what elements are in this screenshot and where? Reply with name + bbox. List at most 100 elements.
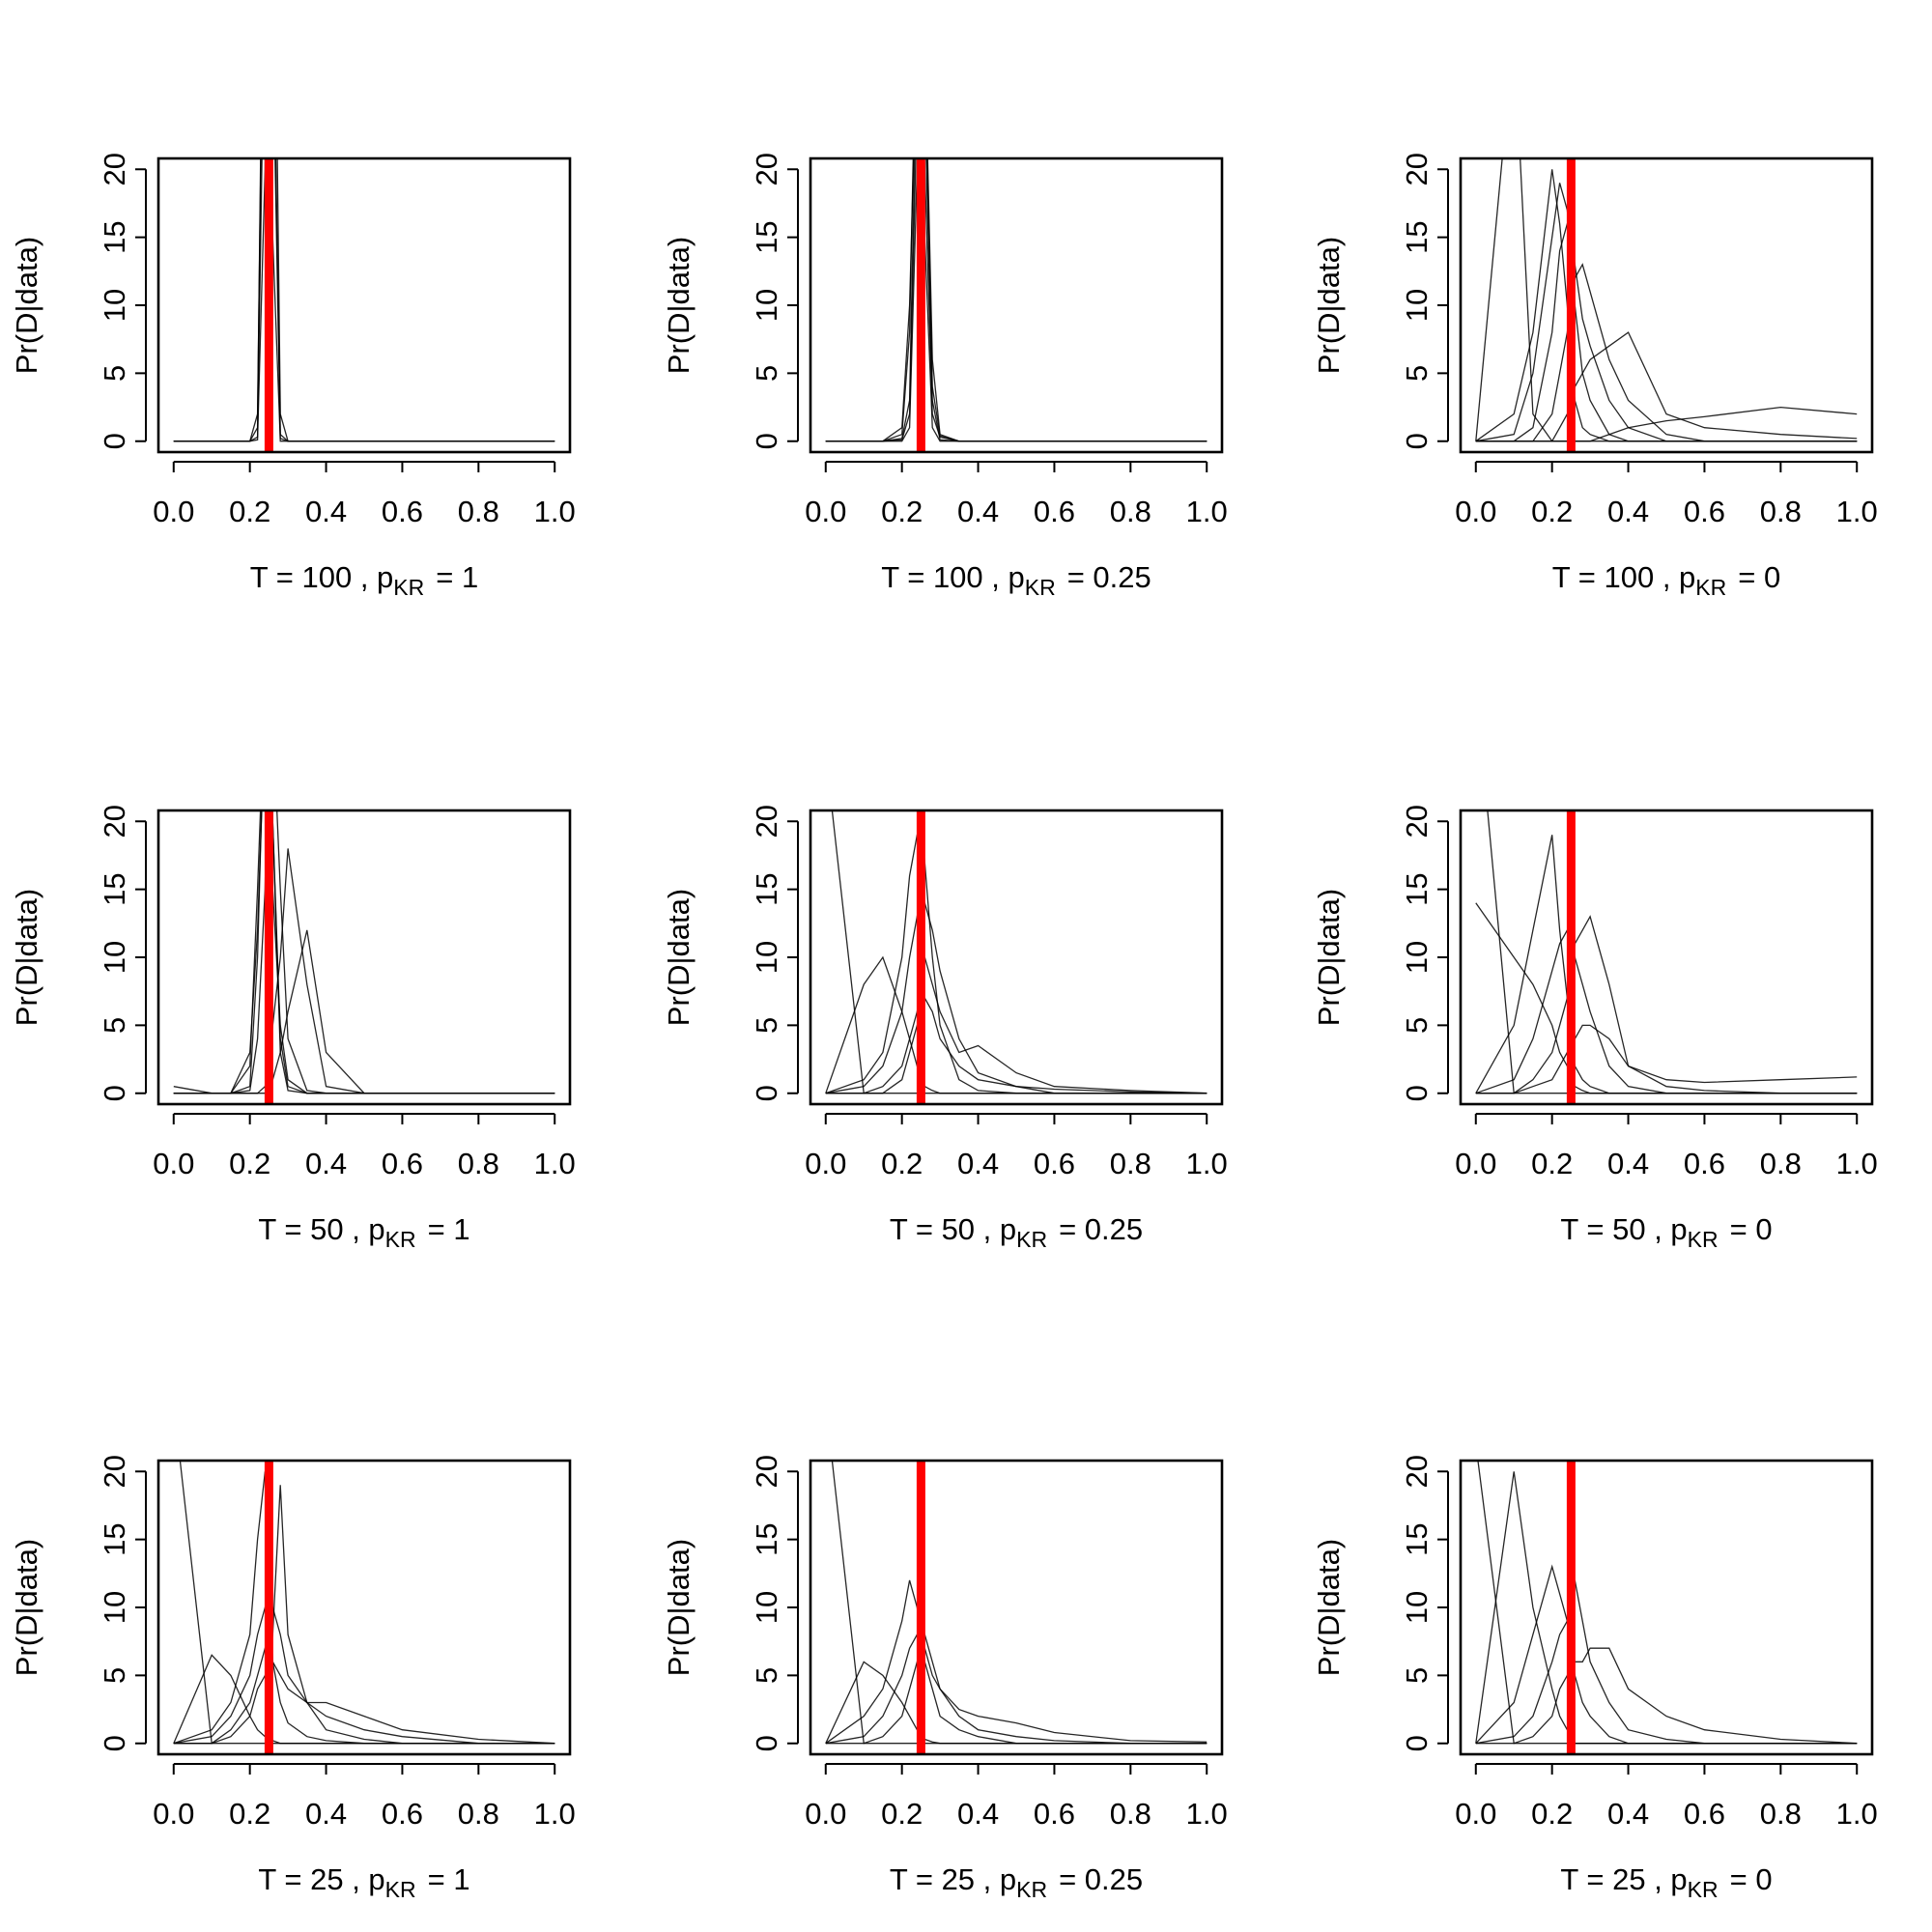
x-label-subscript: KR — [385, 1227, 416, 1252]
y-tick-label: 10 — [750, 1591, 783, 1624]
panel: 0.0 0.2 0.4 0.6 0.8 1.0 0 5 10 15 20 Pr(D|data) T = … — [10, 153, 576, 600]
x-label-value: = 1 — [428, 1212, 470, 1246]
x-axis-label: T = 100 , pKR = 0 — [1552, 560, 1780, 600]
y-tick-label: 5 — [1400, 365, 1434, 382]
density-curve — [1475, 915, 1858, 1094]
x-tick-label: 0.4 — [957, 495, 999, 528]
x-label-value: = 0 — [1730, 1212, 1773, 1246]
density-curve — [173, 1591, 555, 1745]
x-tick-label: 1.0 — [1186, 1797, 1228, 1831]
density-curve — [825, 1618, 1208, 1745]
x-axis-label: T = 50 , pKR = 0 — [1560, 1212, 1772, 1252]
plot-area — [1475, 810, 1858, 1104]
density-curve — [1475, 169, 1858, 442]
x-tick-label: 0.6 — [1034, 1797, 1075, 1831]
x-tick-label: 0.0 — [1455, 495, 1496, 528]
x-tick-label: 0.4 — [1607, 1147, 1649, 1180]
plot-area — [173, 810, 555, 1104]
x-label-main: T = 50 , p — [890, 1212, 1016, 1246]
x-label-value: = 1 — [428, 1862, 470, 1896]
x-label-value: = 1 — [436, 560, 478, 594]
x-tick-label: 0.8 — [458, 495, 499, 528]
density-curve — [173, 158, 555, 442]
x-tick-label: 0.0 — [153, 1797, 194, 1831]
density-curve — [173, 810, 555, 1094]
density-curve — [825, 956, 1208, 1094]
y-tick-label: 20 — [750, 1455, 783, 1488]
y-tick-label: 15 — [750, 220, 783, 253]
density-curve — [1475, 263, 1858, 442]
density-curve — [1475, 1024, 1858, 1094]
x-label-value: = 0.25 — [1059, 1212, 1143, 1246]
density-curve — [173, 158, 555, 442]
density-curve — [1475, 158, 1858, 442]
x-tick-label: 0.6 — [1684, 495, 1725, 528]
x-tick-label: 0.2 — [1531, 1797, 1573, 1831]
x-tick-label: 0.6 — [382, 495, 423, 528]
x-label-value: = 0.25 — [1059, 1862, 1143, 1896]
x-tick-label: 0.6 — [1684, 1147, 1725, 1180]
density-curve — [825, 1661, 1208, 1745]
x-tick-label: 0.0 — [805, 1797, 846, 1831]
y-tick-label: 10 — [1400, 941, 1434, 974]
y-tick-label: 15 — [98, 1522, 131, 1555]
x-tick-label: 0.2 — [1531, 1147, 1573, 1180]
plot-frame — [156, 1459, 572, 1756]
y-tick-label: 10 — [750, 289, 783, 322]
density-curve — [173, 1485, 555, 1745]
density-curve — [179, 1461, 555, 1745]
y-tick-label: 10 — [1400, 1591, 1434, 1624]
x-tick-label: 0.2 — [881, 1147, 923, 1180]
plot-frame — [1459, 809, 1874, 1106]
x-tick-label: 0.6 — [1684, 1797, 1725, 1831]
x-tick-label: 0.8 — [1110, 1147, 1151, 1180]
x-tick-label: 0.0 — [805, 1147, 846, 1180]
x-tick-label: 0.8 — [458, 1797, 499, 1831]
y-tick-label: 5 — [1400, 1667, 1434, 1684]
density-curve — [1475, 1579, 1858, 1745]
x-label-main: T = 100 , p — [1552, 560, 1696, 594]
y-tick-label: 15 — [98, 872, 131, 905]
x-tick-label: 0.6 — [382, 1147, 423, 1180]
plot-frame — [809, 809, 1224, 1106]
plot-area — [1475, 1461, 1858, 1754]
x-tick-label: 1.0 — [534, 495, 576, 528]
x-tick-label: 1.0 — [1836, 1797, 1878, 1831]
density-curve — [831, 1461, 1208, 1745]
y-axis-label: Pr(D|data) — [10, 1539, 43, 1676]
y-tick-label: 20 — [750, 153, 783, 185]
density-curve — [825, 158, 1208, 442]
x-tick-label: 1.0 — [1186, 1147, 1228, 1180]
plot-frame — [156, 809, 572, 1106]
plot-area — [825, 810, 1208, 1104]
x-tick-label: 1.0 — [1186, 495, 1228, 528]
x-label-main: T = 100 , p — [881, 560, 1025, 594]
x-tick-label: 0.6 — [1034, 1147, 1075, 1180]
density-curve — [173, 929, 555, 1094]
y-tick-label: 5 — [98, 365, 131, 382]
panel: 0.0 0.2 0.4 0.6 0.8 1.0 0 5 10 15 20 Pr(D|data) T = … — [662, 805, 1228, 1252]
y-tick-label: 0 — [98, 1085, 131, 1101]
panel: 0.0 0.2 0.4 0.6 0.8 1.0 0 5 10 15 20 Pr(D|data) T = … — [1312, 1455, 1878, 1902]
panel: 0.0 0.2 0.4 0.6 0.8 1.0 0 5 10 15 20 Pr(D|data) T = … — [662, 153, 1228, 600]
panel: 0.0 0.2 0.4 0.6 0.8 1.0 0 5 10 15 20 Pr(D|data) T = … — [662, 1455, 1228, 1902]
density-curve — [173, 810, 555, 1094]
y-tick-label: 20 — [1400, 1455, 1434, 1488]
x-axis-label: T = 50 , pKR = 0.25 — [890, 1212, 1143, 1252]
density-curve — [1475, 1471, 1858, 1745]
y-axis-label: Pr(D|data) — [1312, 1539, 1346, 1676]
density-curve — [1475, 928, 1858, 1094]
y-axis-label: Pr(D|data) — [1312, 237, 1346, 374]
x-tick-label: 0.4 — [305, 1147, 347, 1180]
plot-area — [1475, 158, 1858, 452]
x-tick-label: 0.4 — [1607, 495, 1649, 528]
plot-area — [825, 1461, 1208, 1754]
x-tick-label: 0.2 — [1531, 495, 1573, 528]
x-axis-label: T = 25 , pKR = 0 — [1560, 1862, 1772, 1902]
x-tick-label: 0.2 — [881, 495, 923, 528]
y-tick-label: 15 — [750, 872, 783, 905]
x-axis-label: T = 100 , pKR = 0.25 — [881, 560, 1151, 600]
y-tick-label: 0 — [750, 1085, 783, 1101]
x-axis-label: T = 25 , pKR = 1 — [258, 1862, 469, 1902]
